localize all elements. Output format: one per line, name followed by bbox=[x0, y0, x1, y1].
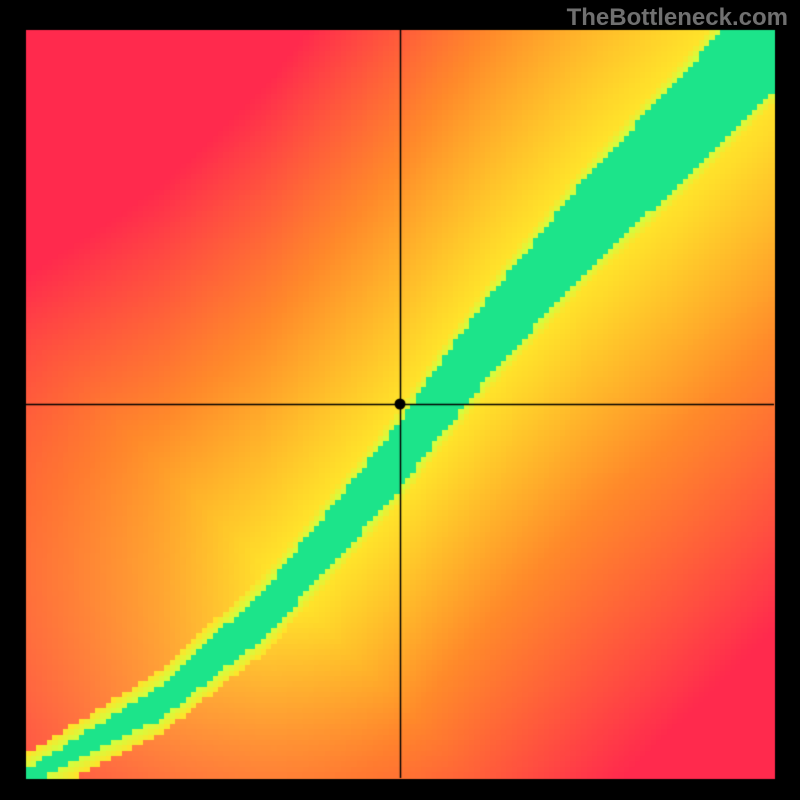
watermark-label: TheBottleneck.com bbox=[567, 4, 788, 32]
bottleneck-heatmap bbox=[0, 0, 800, 800]
